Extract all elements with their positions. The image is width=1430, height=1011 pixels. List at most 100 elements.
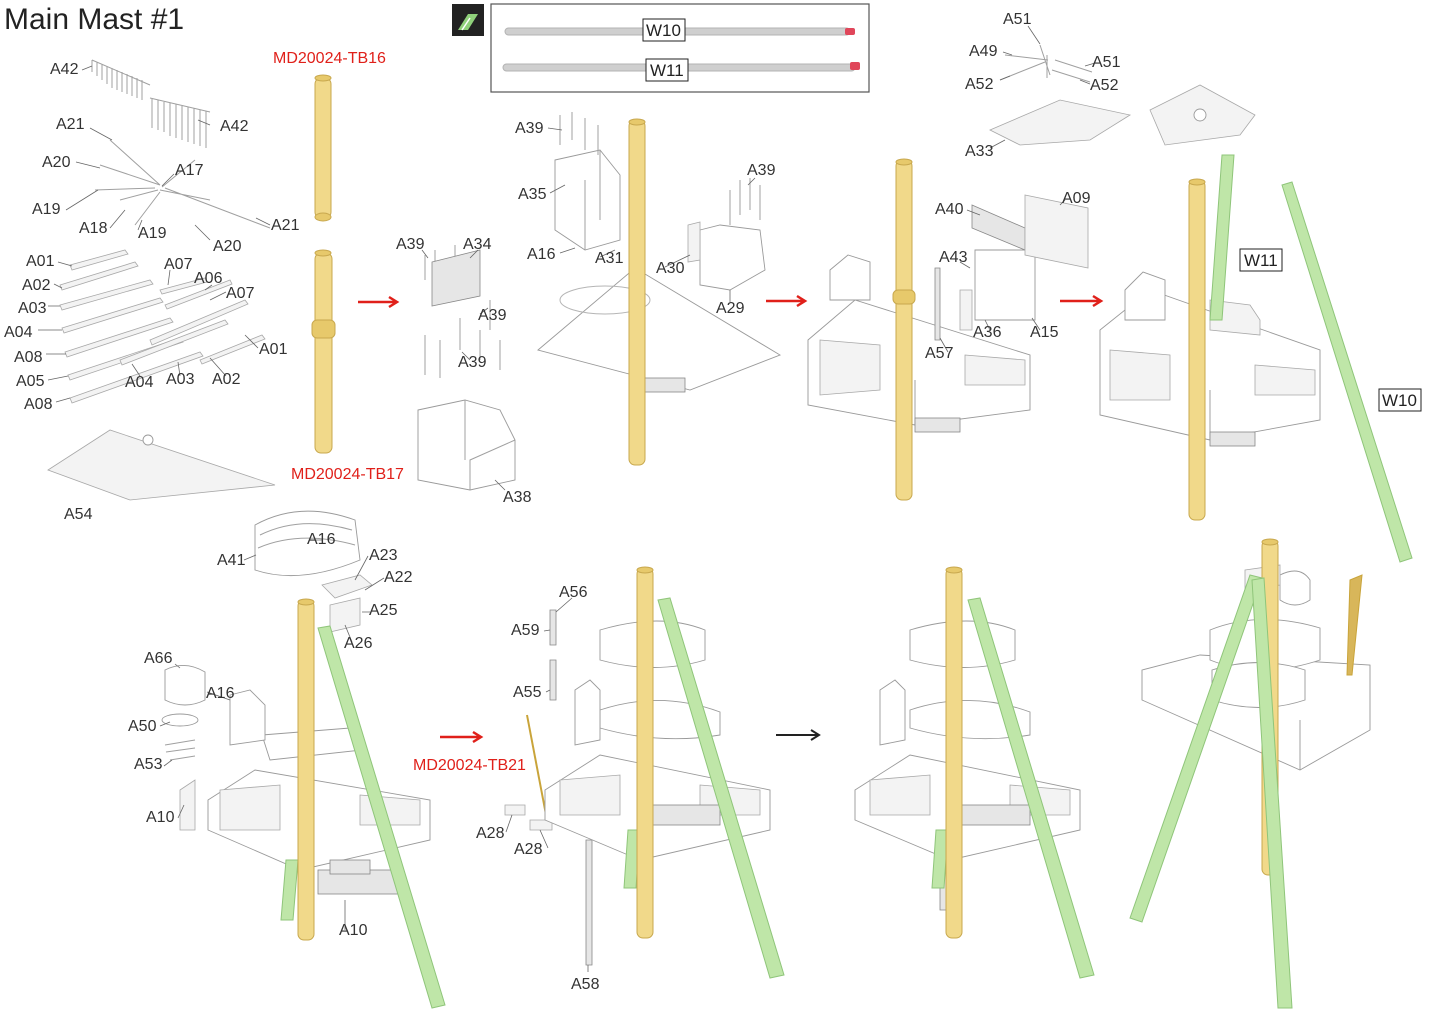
part-label: A18 (79, 220, 108, 237)
mast-column (895, 159, 913, 501)
part-label: A39 (747, 162, 776, 179)
part-a34-grating (431, 249, 481, 307)
platform-deck (537, 267, 782, 391)
boom-w10 (317, 625, 446, 1009)
part-a09-panel (1024, 194, 1089, 269)
mast-column (628, 119, 646, 466)
step-arrow (766, 294, 808, 308)
part-label: A43 (939, 249, 968, 266)
part-label: A30 (656, 260, 685, 277)
step-arrow (358, 295, 400, 309)
step-6-assembly: A16 A41 A23 A22 A25 A26 A66 A16 A50 A53 … (128, 510, 446, 1009)
part-label: A07 (226, 285, 255, 302)
part-label: A55 (513, 684, 542, 701)
mast-pieces: MD20024-TB16 MD20024-TB17 (273, 50, 404, 483)
part-label: A16 (527, 246, 556, 263)
part-label: A17 (175, 162, 204, 179)
part-label: A53 (134, 756, 163, 773)
part-label: A04 (125, 374, 154, 391)
step-1-parts: A42 A42 A21 A20 A17 A19 A18 A19 A21 A20 … (4, 59, 300, 523)
part-label: A39 (478, 307, 507, 324)
part-label: A40 (935, 201, 964, 218)
mast-column (297, 599, 315, 941)
part-label: A28 (476, 825, 505, 842)
rod-label-w11: W11 (650, 61, 684, 80)
mast-column (636, 567, 654, 939)
part-label: A51 (1092, 54, 1121, 71)
boom-w11 (280, 859, 299, 921)
part-label: A21 (56, 116, 85, 133)
part-tb21-rod (526, 714, 548, 821)
part-label: A10 (146, 809, 175, 826)
part-label: A36 (973, 324, 1002, 341)
part-label: A16 (307, 531, 336, 548)
mast-column (945, 567, 963, 939)
callout-tb21: MD20024-TB21 (413, 757, 526, 774)
boom-w10 (1251, 577, 1293, 1009)
part-label: A52 (1090, 77, 1119, 94)
part-label: A34 (463, 236, 492, 253)
part-label: A38 (503, 489, 532, 506)
part-label: A02 (22, 277, 51, 294)
part-label: A41 (217, 552, 246, 569)
step-4-assembly: A51 A49 A51 A52 A52 A33 A40 A09 A43 A36 … (807, 11, 1132, 501)
part-label: A23 (369, 547, 398, 564)
step-3-assembly: A39 A35 A39 A16 A31 A30 A29 (515, 112, 782, 466)
part-label: A05 (16, 373, 45, 390)
rod-inset-frame (490, 3, 870, 93)
part-label: A04 (4, 324, 33, 341)
part-label: A22 (384, 569, 413, 586)
rod-label-w10: W10 (646, 21, 681, 40)
step-2-parts: A39 A34 A39 A39 A38 (396, 236, 532, 506)
step-5-assembly: W11 W10 (1099, 84, 1422, 563)
part-label: A49 (969, 43, 998, 60)
mast-part-tb17 (314, 252, 333, 454)
part-label: A33 (965, 143, 994, 160)
part-a38-enclosure (417, 399, 516, 491)
part-label: A57 (925, 345, 954, 362)
part-a54-plate (47, 429, 276, 501)
part-label: A52 (965, 76, 994, 93)
page-title: Main Mast #1 (4, 3, 184, 36)
part-label: A01 (259, 341, 288, 358)
part-label: A19 (32, 201, 61, 218)
part-label: A08 (14, 349, 43, 366)
part-label: A28 (514, 841, 543, 858)
part-label: A09 (1062, 190, 1091, 207)
part-label: A03 (18, 300, 47, 317)
part-label: A25 (369, 602, 398, 619)
part-label: A07 (164, 256, 193, 273)
step-arrow (1060, 294, 1104, 308)
step-arrow (776, 729, 821, 741)
step-9-assembly (1129, 538, 1371, 1009)
part-label: A21 (271, 217, 300, 234)
part-label: A51 (1003, 11, 1032, 28)
part-label: A15 (1030, 324, 1059, 341)
rod-inset: W10 W11 (452, 3, 870, 93)
part-label: A58 (571, 976, 600, 993)
part-label: A26 (344, 635, 373, 652)
boom-w10 (657, 597, 785, 979)
boom-w10 (1281, 181, 1413, 563)
part-label: A56 (559, 584, 588, 601)
part-label: A42 (220, 118, 249, 135)
callout-tb16: MD20024-TB16 (273, 50, 386, 67)
boom-w11 (623, 829, 641, 889)
boom-w11 (1209, 154, 1235, 321)
boom-w11 (931, 829, 949, 889)
part-label: A42 (50, 61, 79, 78)
boom-w10 (967, 597, 1095, 979)
part-label: A02 (212, 371, 241, 388)
part-label: A39 (515, 120, 544, 137)
part-label: A20 (42, 154, 71, 171)
mast-column (1188, 179, 1206, 521)
step-arrow (440, 730, 484, 744)
part-label: A31 (595, 250, 624, 267)
part-label: A20 (213, 238, 242, 255)
part-label: A01 (26, 253, 55, 270)
part-label: A10 (339, 922, 368, 939)
part-label: A39 (458, 354, 487, 371)
part-label: A06 (194, 270, 223, 287)
part-label: A59 (511, 622, 540, 639)
